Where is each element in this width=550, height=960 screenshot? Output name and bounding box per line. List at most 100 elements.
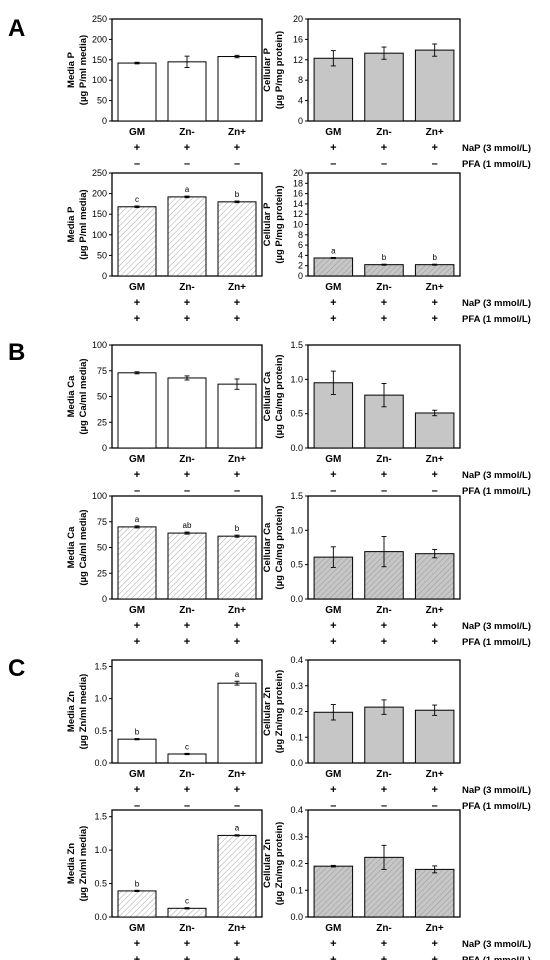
nap-row-label: NaP (3 mmol/L) <box>462 298 531 309</box>
nap-sign: + <box>234 938 240 950</box>
y-tick-label: 1.5 <box>290 340 303 350</box>
category-label: Zn- <box>179 282 195 293</box>
pfa-sign: – <box>381 800 387 812</box>
bar-GM <box>313 57 354 122</box>
y-axis-label: (µg Zn/ml media) <box>78 826 89 902</box>
category-label: GM <box>129 127 145 138</box>
y-tick-label: 250 <box>92 168 107 178</box>
y-tick-label: 1.0 <box>94 694 107 704</box>
nap-sign: + <box>184 938 190 950</box>
y-tick-label: 0 <box>298 271 303 281</box>
nap-sign: + <box>134 938 140 950</box>
y-tick-label: 12 <box>293 55 303 65</box>
significance-letter: a <box>185 185 190 194</box>
pfa-sign: – <box>234 158 240 170</box>
pfa-sign: + <box>381 313 387 325</box>
y-tick-label: 1.5 <box>94 812 107 822</box>
y-axis-label: Media P <box>66 206 77 243</box>
nap-sign: + <box>381 784 387 796</box>
bar-GM <box>117 890 157 918</box>
pfa-row-label: PFA (1 mmol/L) <box>462 314 531 325</box>
nap-sign: + <box>381 620 387 632</box>
chart-10: 0.0 0.1 0.2 0.3 0.4 Cellular Zn (µg Zn/mg prot… <box>262 655 531 812</box>
nap-sign: + <box>134 142 140 154</box>
y-axis-label: Cellular P <box>262 47 273 91</box>
category-label: GM <box>325 769 341 780</box>
y-tick-label: 0.0 <box>94 912 107 922</box>
y-tick-label: 1.0 <box>290 374 303 384</box>
y-tick-label: 0.5 <box>290 560 303 570</box>
category-label: Zn- <box>376 769 392 780</box>
y-tick-label: 0 <box>102 594 107 604</box>
nap-row-label: NaP (3 mmol/L) <box>462 621 531 632</box>
nap-sign: + <box>381 297 387 309</box>
y-tick-label: 50 <box>97 250 107 260</box>
y-axis-label: (µg P/ml media) <box>78 189 89 259</box>
pfa-sign: – <box>432 158 438 170</box>
chart-7: 0 25 50 75 100 Media Ca (µg Ca/ml media) a GM + + a… <box>66 491 263 648</box>
chart-1: 0 50 100 150 200 250 Media P (µg P/ml media) GM +… <box>66 14 263 170</box>
bar-Zn- <box>167 196 207 277</box>
chart-5: 0 25 50 75 100 Media Ca (µg Ca/ml media) GM + – Zn… <box>66 340 263 497</box>
y-axis-label: (µg Ca/mg protein) <box>274 505 285 589</box>
nap-sign: + <box>234 784 240 796</box>
chart-9: 0.0 0.5 1.0 1.5 Media Zn (µg Zn/ml media) b GM +… <box>66 659 263 812</box>
pfa-row-label: PFA (1 mmol/L) <box>462 486 531 497</box>
nap-sign: + <box>234 142 240 154</box>
bar-Zn- <box>364 264 404 277</box>
y-tick-label: 0.5 <box>94 879 107 889</box>
y-tick-label: 0.4 <box>290 655 303 665</box>
y-axis-label: Cellular Ca <box>262 371 273 421</box>
bar-Zn- <box>364 52 404 122</box>
pfa-sign: – <box>330 800 336 812</box>
y-axis-label: Cellular Zn <box>262 839 273 888</box>
nap-sign: + <box>184 297 190 309</box>
category-label: Zn+ <box>426 769 444 780</box>
nap-row-label: NaP (3 mmol/L) <box>462 470 531 481</box>
pfa-sign: + <box>184 954 190 960</box>
category-label: Zn+ <box>228 923 246 934</box>
bar-Zn- <box>167 907 207 918</box>
y-tick-label: 1.5 <box>94 661 107 671</box>
pfa-sign: + <box>234 636 240 648</box>
bar-Zn- <box>167 377 207 449</box>
y-axis-label: (µg P/mg protein) <box>274 31 285 109</box>
pfa-sign: – <box>381 158 387 170</box>
pfa-sign: – <box>134 485 140 497</box>
category-label: GM <box>325 923 341 934</box>
pfa-sign: + <box>330 954 336 960</box>
pfa-sign: + <box>184 636 190 648</box>
nap-sign: + <box>431 938 437 950</box>
significance-letter: c <box>185 742 189 751</box>
panel-label-a: A <box>8 15 25 42</box>
y-tick-label: 0.3 <box>290 681 303 691</box>
significance-letter: c <box>135 195 139 204</box>
nap-sign: + <box>431 469 437 481</box>
category-label: GM <box>129 454 145 465</box>
y-axis-label: Media Zn <box>66 691 77 732</box>
category-label: Zn+ <box>426 454 444 465</box>
chart-6: 0.0 0.5 1.0 1.5 Cellular Ca (µg Ca/mg protein… <box>262 340 531 497</box>
y-tick-label: 0.5 <box>290 409 303 419</box>
pfa-sign: – <box>432 485 438 497</box>
category-label: Zn+ <box>426 282 444 293</box>
bar-Zn+ <box>217 535 257 600</box>
category-label: Zn+ <box>228 282 246 293</box>
category-label: GM <box>129 605 145 616</box>
significance-letter: b <box>432 253 437 262</box>
pfa-sign: – <box>134 800 140 812</box>
bar-GM <box>313 865 354 918</box>
bar-GM <box>117 372 157 449</box>
bar-GM <box>313 711 354 764</box>
pfa-sign: + <box>431 636 437 648</box>
nap-sign: + <box>184 784 190 796</box>
nap-sign: + <box>431 297 437 309</box>
y-tick-label: 1.5 <box>290 491 303 501</box>
y-tick-label: 0.2 <box>290 859 303 869</box>
pfa-sign: + <box>381 636 387 648</box>
bar-Zn+ <box>414 553 455 600</box>
category-label: GM <box>325 282 341 293</box>
category-label: Zn- <box>179 605 195 616</box>
category-label: Zn- <box>376 454 392 465</box>
nap-sign: + <box>431 142 437 154</box>
